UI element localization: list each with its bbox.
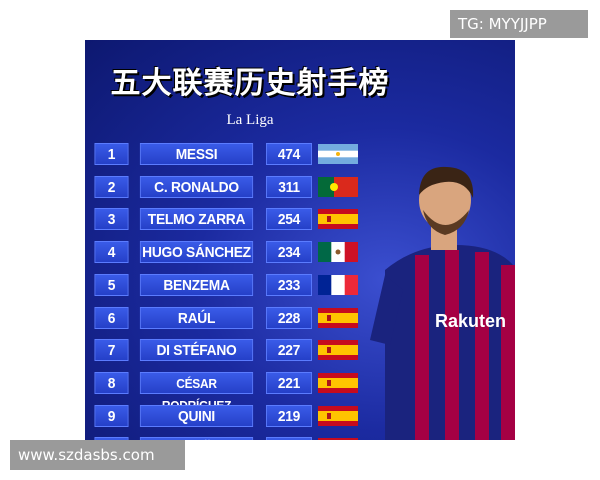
rank: 6 [94, 306, 129, 329]
flag [318, 242, 358, 263]
league: La Liga [226, 112, 274, 128]
rank: 4 [94, 241, 129, 264]
flag [318, 209, 358, 230]
rank: 10 [94, 437, 129, 440]
watermark: TG: MYYJJPP [450, 10, 588, 38]
poster: 五大联赛历史射手榜 La Liga Rakuten 1 MESSI 474 2 C. R… [85, 40, 515, 440]
player-name: DI STÉFANO [139, 339, 254, 362]
player-name: TELMO ZARRA [139, 208, 254, 231]
rank: 8 [94, 371, 129, 394]
goals: 234 [266, 241, 312, 264]
goals: 227 [266, 339, 312, 362]
player-name: CÉSAR RODRÍGUEZ [139, 371, 254, 413]
watermark: www.szdasbs.com [10, 440, 185, 470]
flag [318, 307, 358, 328]
svg-text:Rakuten: Rakuten [435, 311, 506, 331]
goals: 221 [266, 371, 312, 394]
player-name: QUINI [139, 404, 254, 427]
rank: 1 [94, 143, 129, 165]
rank: 2 [94, 175, 129, 198]
player-name: HUGO SÁNCHEZ [139, 241, 254, 264]
flag [318, 372, 358, 393]
goals: 474 [266, 143, 312, 165]
flag [318, 405, 358, 426]
rank: 3 [94, 208, 129, 231]
player-name: C. RONALDO [139, 175, 254, 198]
player-name: BENZEMA [139, 273, 254, 296]
title: 五大联赛历史射手榜 [110, 66, 390, 101]
goals: 228 [266, 306, 312, 329]
goals: 233 [266, 273, 312, 296]
goals: 311 [266, 175, 312, 198]
player-figure: Rakuten [370, 166, 515, 440]
rank: 5 [94, 273, 129, 296]
flag [318, 144, 358, 164]
flag [318, 438, 358, 440]
rank: 9 [94, 404, 129, 427]
player-name: MESSI [139, 143, 254, 165]
goals: 254 [266, 208, 312, 231]
flag [318, 340, 358, 361]
goals: 219 [266, 404, 312, 427]
player-name: RAÚL [139, 306, 254, 329]
flag [318, 176, 358, 197]
goals: 214 [266, 437, 312, 440]
rank: 7 [94, 339, 129, 362]
flag [318, 274, 358, 295]
player-name: PAHIÑO [139, 437, 254, 440]
